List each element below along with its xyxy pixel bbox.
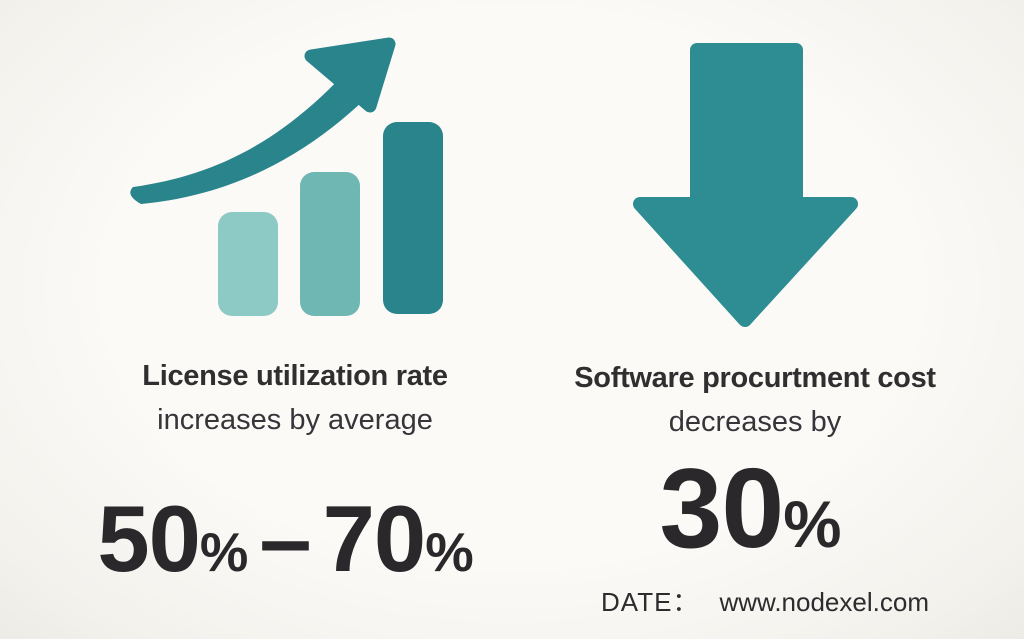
- stat-to-value: 70: [322, 486, 427, 591]
- stat-from-unit: %: [199, 522, 248, 583]
- right-panel-text: Software procurtment cost decreases by: [555, 360, 955, 441]
- bar-short-icon: [218, 212, 278, 316]
- right-panel-subtitle: decreases by: [668, 405, 842, 438]
- source-url: www.nodexel.com: [719, 587, 929, 617]
- stat-unit: %: [783, 488, 841, 561]
- stat-to-unit: %: [425, 522, 473, 583]
- growth-chart-icon: [130, 37, 443, 316]
- left-panel-subtitle: increases by average: [157, 403, 433, 436]
- left-panel-text: License utilization rate increases by av…: [60, 358, 530, 439]
- right-stat: 30%: [555, 452, 945, 565]
- stat-range-dash: –: [259, 486, 311, 591]
- left-stat-range: 50% –70%: [30, 492, 540, 586]
- down-arrow-shape: [633, 43, 858, 327]
- source-label: DATE：: [601, 587, 700, 617]
- stat-value: 30: [659, 445, 785, 571]
- right-panel-title: Software procurtment cost: [574, 362, 936, 394]
- trend-arrowhead-icon: [304, 37, 396, 113]
- left-panel-title: License utilization rate: [142, 360, 448, 392]
- stat-from-value: 50: [97, 486, 201, 591]
- down-arrow-icon: [633, 43, 858, 327]
- bar-tall-icon: [383, 122, 443, 314]
- source-footer: DATE： www.nodexel.com: [555, 582, 975, 619]
- bar-medium-icon: [300, 172, 360, 316]
